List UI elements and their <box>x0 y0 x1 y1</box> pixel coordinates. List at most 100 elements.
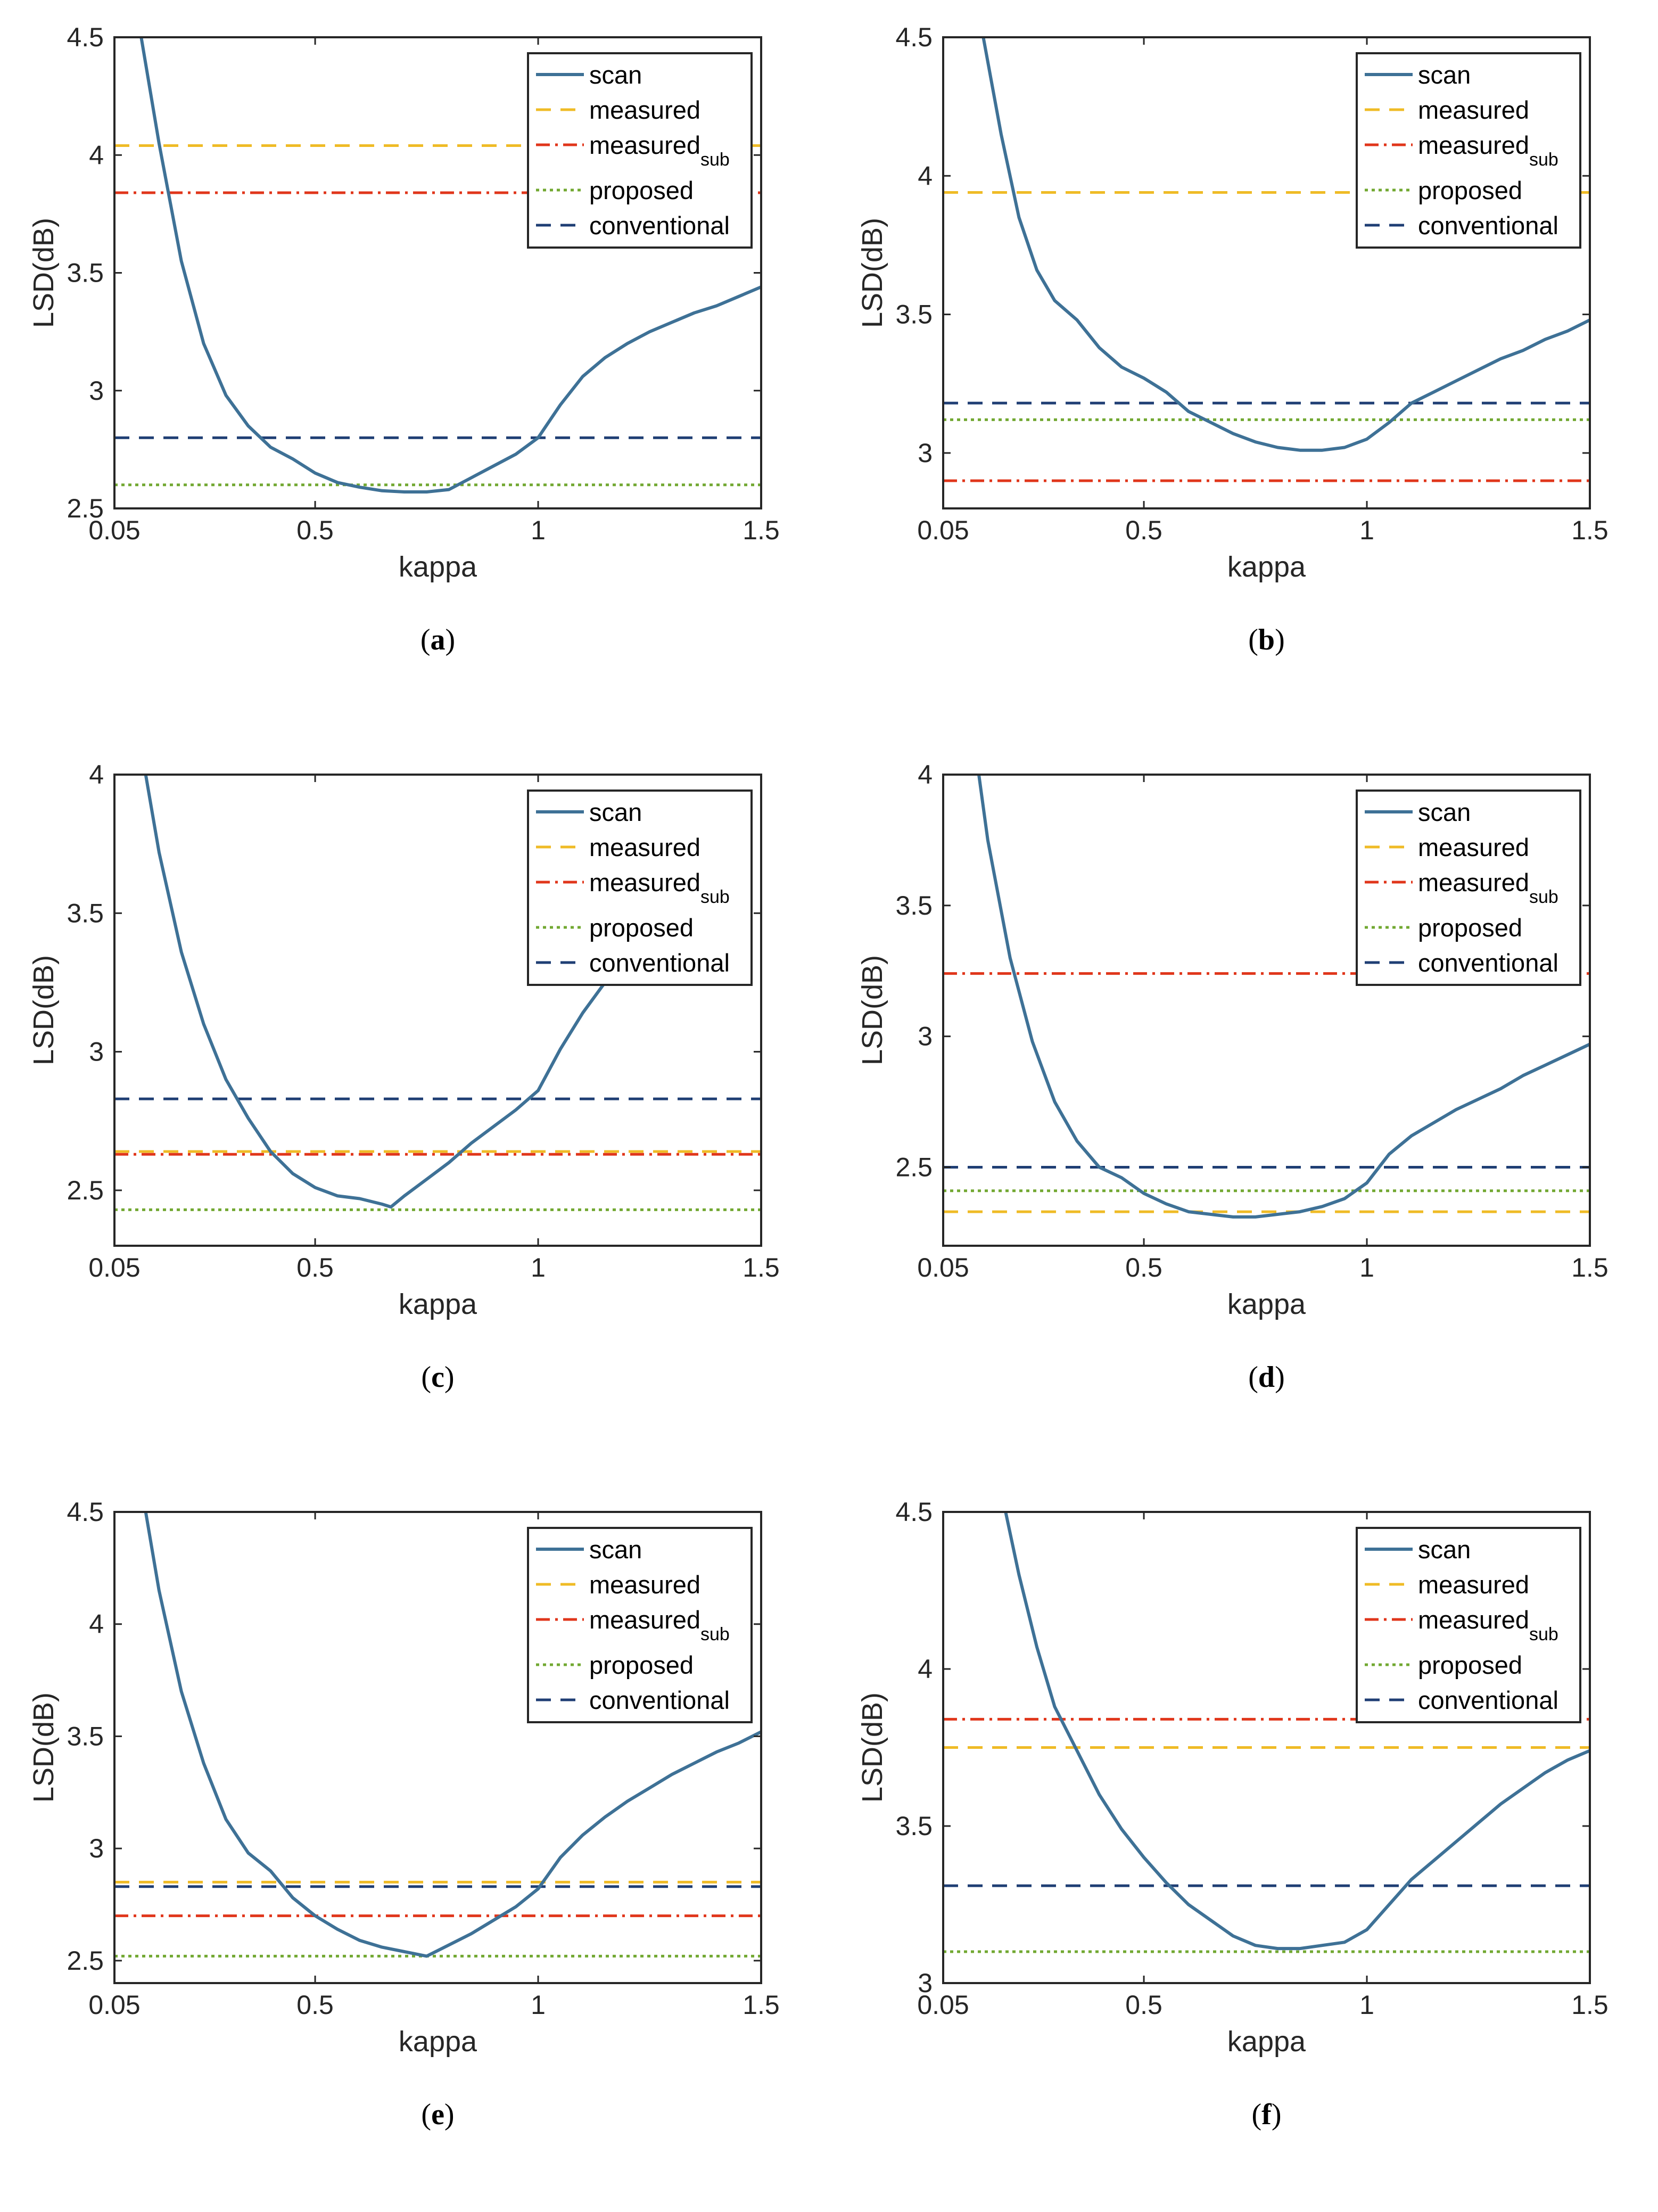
legend-label-conventional: conventional <box>1418 949 1558 977</box>
x-tick-label: 1.5 <box>743 515 780 545</box>
x-tick-label: 0.05 <box>88 1990 140 2020</box>
y-tick-label: 3 <box>89 376 104 406</box>
y-tick-label: 3.5 <box>67 898 104 928</box>
x-tick-label: 0.5 <box>296 1253 334 1282</box>
y-tick-label: 4.5 <box>67 1497 104 1527</box>
series-group <box>943 775 1590 1219</box>
scan-line <box>144 1512 761 1958</box>
y-tick-label: 3 <box>89 1037 104 1067</box>
panel-caption: (a) <box>420 623 456 656</box>
legend-label-measured: measured <box>1418 96 1529 124</box>
scan-line <box>144 775 629 1209</box>
x-tick-label: 0.05 <box>88 515 140 545</box>
panel-caption: (f) <box>1251 2098 1282 2131</box>
y-tick-label: 3 <box>89 1833 104 1863</box>
legend-box <box>527 790 753 986</box>
x-tick-label: 0.05 <box>88 1253 140 1282</box>
chart-c: 0.05 0.5 1 1.5 2.5 3 3.5 4 kappa LSD(dB) scan measu… <box>28 760 780 1320</box>
legend-label-scan: scan <box>1418 798 1471 826</box>
legend: scanmeasuredmeasuredsubproposedconventio… <box>527 790 753 986</box>
x-tick-label: 1.5 <box>743 1253 780 1282</box>
x-axis-label: kappa <box>1227 1288 1306 1320</box>
panel-caption: (c) <box>421 1361 455 1394</box>
y-axis-label: LSD(dB) <box>28 955 60 1065</box>
legend-label-scan: scan <box>1418 61 1471 89</box>
x-axis-label: kappa <box>399 2026 477 2058</box>
legend-label-conventional: conventional <box>589 949 730 977</box>
legend-subscript: sub <box>700 887 730 907</box>
legend-label-conventional: conventional <box>1418 1686 1558 1714</box>
y-axis-label: LSD(dB) <box>28 218 60 328</box>
y-tick-label: 4.5 <box>67 22 104 52</box>
x-tick-label: 1.5 <box>1571 515 1608 545</box>
axes-frame <box>942 774 1591 1247</box>
legend-label-scan: scan <box>589 798 642 826</box>
y-tick-label: 2.5 <box>67 494 104 523</box>
legend-label-proposed: proposed <box>1418 1651 1522 1679</box>
x-tick-label: 0.05 <box>917 515 969 545</box>
y-tick-label: 4 <box>89 760 104 790</box>
chart-d: 0.05 0.5 1 1.5 2.5 3 3.5 4 kappa LSD(dB) scan measu… <box>856 760 1608 1320</box>
caption-letter: e <box>431 2098 444 2131</box>
panel-c: 0.05 0.5 1 1.5 2.5 3 3.5 4 kappa LSD(dB) scan measu… <box>0 737 829 1475</box>
legend-label-proposed: proposed <box>1418 176 1522 204</box>
y-tick-label: 3 <box>918 1022 933 1051</box>
figure: 0.05 0.5 1 1.5 2.5 3 3.5 4 4.5 kappa LSD(dB) scan me… <box>0 0 1608 2131</box>
y-tick-label: 2.5 <box>895 1153 933 1182</box>
legend-label-measured: measured <box>589 96 700 124</box>
panel-caption: (d) <box>1248 1361 1285 1394</box>
legend-label-proposed: proposed <box>589 176 694 204</box>
x-tick-label: 1 <box>1359 1990 1374 2020</box>
y-tick-label: 3.5 <box>67 1721 104 1751</box>
legend-label-measured: measured <box>1418 1570 1529 1599</box>
y-tick-label: 2.5 <box>67 1175 104 1205</box>
x-tick-label: 0.05 <box>917 1990 969 2020</box>
legend: scanmeasuredmeasuredsubproposedconventio… <box>1356 52 1581 249</box>
series-group <box>114 1512 761 1958</box>
legend-label-measured: measured <box>589 833 700 861</box>
legend-label-scan: scan <box>589 61 642 89</box>
legend: scanmeasuredmeasuredsubproposedconventio… <box>527 52 753 249</box>
legend-label-proposed: proposed <box>589 914 694 942</box>
x-tick-label: 0.5 <box>296 1990 334 2020</box>
axes-frame <box>113 774 762 1247</box>
chart-f: 0.05 0.5 1 1.5 3 3.5 4 4.5 kappa LSD(dB) scan measu… <box>856 1497 1608 2058</box>
y-tick-label: 3.5 <box>895 1811 933 1841</box>
axes-frame <box>942 1511 1591 1984</box>
y-tick-label: 4.5 <box>895 1497 933 1527</box>
legend: scanmeasuredmeasuredsubproposedconventio… <box>1356 790 1581 986</box>
panel-a: 0.05 0.5 1 1.5 2.5 3 3.5 4 4.5 kappa LSD(dB) scan me… <box>0 0 829 737</box>
x-tick-label: 1 <box>531 1253 546 1282</box>
x-tick-label: 1 <box>531 1990 546 2020</box>
legend-label-conventional: conventional <box>589 1686 730 1714</box>
caption-letter: b <box>1258 623 1275 656</box>
scan-line <box>1004 1512 1590 1951</box>
chart-a: 0.05 0.5 1 1.5 2.5 3 3.5 4 4.5 kappa LSD(dB) scan me… <box>28 22 780 583</box>
x-tick-label: 0.5 <box>296 515 334 545</box>
legend: scanmeasuredmeasuredsubproposedconventio… <box>527 1527 753 1723</box>
y-tick-label: 3.5 <box>895 300 933 330</box>
y-tick-label: 4 <box>918 760 933 790</box>
y-tick-label: 2.5 <box>67 1946 104 1976</box>
legend-label-proposed: proposed <box>1418 914 1522 942</box>
x-tick-label: 0.05 <box>917 1253 969 1282</box>
x-tick-label: 1 <box>531 515 546 545</box>
caption-letter: a <box>430 623 446 656</box>
panel-caption: (e) <box>421 2098 455 2131</box>
chart-b: 0.05 0.5 1 1.5 3 3.5 4 4.5 kappa LSD(dB) scan measu… <box>856 22 1608 583</box>
y-axis-label: LSD(dB) <box>28 1692 60 1803</box>
y-tick-label: 4 <box>918 1654 933 1684</box>
y-tick-label: 4 <box>89 140 104 170</box>
x-tick-label: 0.5 <box>1125 515 1162 545</box>
x-tick-label: 1.5 <box>1571 1990 1608 2020</box>
legend-subscript: sub <box>700 1624 730 1644</box>
legend-subscript: sub <box>1529 887 1558 907</box>
legend-box <box>1356 790 1581 986</box>
chart-e: 0.05 0.5 1 1.5 2.5 3 3.5 4 4.5 kappa LSD(dB) scan me… <box>28 1497 780 2058</box>
scan-line <box>981 37 1590 452</box>
legend-box <box>527 1527 753 1723</box>
legend-label-conventional: conventional <box>1418 211 1558 240</box>
x-axis-label: kappa <box>399 1288 477 1320</box>
series-group <box>114 775 761 1211</box>
y-tick-label: 3 <box>918 438 933 468</box>
